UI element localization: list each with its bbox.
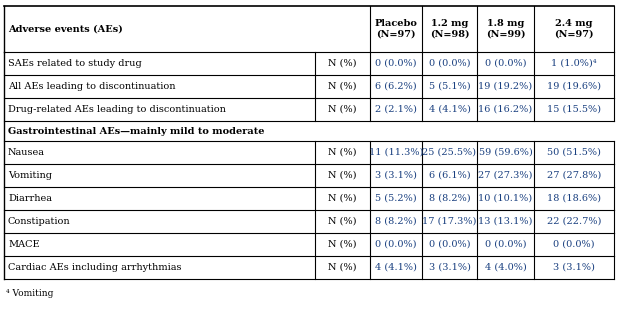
Text: 1.2 mg
(N=98): 1.2 mg (N=98) [430, 19, 469, 39]
Text: Nausea: Nausea [8, 148, 45, 157]
Text: 4 (4.0%): 4 (4.0%) [485, 263, 527, 272]
Text: Constipation: Constipation [8, 217, 70, 226]
Text: 59 (59.6%): 59 (59.6%) [478, 148, 532, 157]
Text: 8 (8.2%): 8 (8.2%) [429, 194, 470, 203]
Text: 0 (0.0%): 0 (0.0%) [375, 59, 417, 68]
Text: 15 (15.5%): 15 (15.5%) [547, 105, 601, 114]
Text: 1 (1.0%)⁴: 1 (1.0%)⁴ [551, 59, 597, 68]
Text: 5 (5.1%): 5 (5.1%) [429, 82, 470, 91]
Text: N (%): N (%) [328, 105, 357, 114]
Text: 0 (0.0%): 0 (0.0%) [485, 59, 527, 68]
Text: SAEs related to study drug: SAEs related to study drug [8, 59, 142, 68]
Text: 16 (16.2%): 16 (16.2%) [478, 105, 533, 114]
Text: Drug-related AEs leading to discontinuation: Drug-related AEs leading to discontinuat… [8, 105, 226, 114]
Text: N (%): N (%) [328, 82, 357, 91]
Text: Gastrointestinal AEs—mainly mild to moderate: Gastrointestinal AEs—mainly mild to mode… [8, 127, 265, 136]
Text: 18 (18.6%): 18 (18.6%) [547, 194, 601, 203]
Text: N (%): N (%) [328, 148, 357, 157]
Text: Vomiting: Vomiting [8, 171, 52, 180]
Text: ⁴ Vomiting: ⁴ Vomiting [6, 288, 53, 298]
Text: 5 (5.2%): 5 (5.2%) [375, 194, 417, 203]
Text: 10 (10.1%): 10 (10.1%) [478, 194, 533, 203]
Text: 6 (6.2%): 6 (6.2%) [375, 82, 417, 91]
Text: 22 (22.7%): 22 (22.7%) [547, 217, 601, 226]
Text: 2 (2.1%): 2 (2.1%) [375, 105, 417, 114]
Text: 1.8 mg
(N=99): 1.8 mg (N=99) [486, 19, 525, 39]
Text: All AEs leading to discontinuation: All AEs leading to discontinuation [8, 82, 176, 91]
Text: 27 (27.8%): 27 (27.8%) [547, 171, 601, 180]
Text: 0 (0.0%): 0 (0.0%) [429, 240, 470, 249]
Text: N (%): N (%) [328, 217, 357, 226]
Text: 27 (27.3%): 27 (27.3%) [478, 171, 533, 180]
Text: 0 (0.0%): 0 (0.0%) [485, 240, 527, 249]
Text: 8 (8.2%): 8 (8.2%) [375, 217, 417, 226]
Text: 4 (4.1%): 4 (4.1%) [428, 105, 470, 114]
Text: N (%): N (%) [328, 240, 357, 249]
Text: 0 (0.0%): 0 (0.0%) [553, 240, 595, 249]
Text: 13 (13.1%): 13 (13.1%) [478, 217, 533, 226]
Text: 50 (51.5%): 50 (51.5%) [547, 148, 601, 157]
Text: Placebo
(N=97): Placebo (N=97) [375, 19, 417, 39]
Text: Adverse events (AEs): Adverse events (AEs) [8, 25, 123, 33]
Text: 11 (11.3%): 11 (11.3%) [369, 148, 423, 157]
Text: MACE: MACE [8, 240, 40, 249]
Text: N (%): N (%) [328, 171, 357, 180]
Text: 19 (19.2%): 19 (19.2%) [478, 82, 533, 91]
Text: 3 (3.1%): 3 (3.1%) [553, 263, 595, 272]
Text: N (%): N (%) [328, 194, 357, 203]
Text: Cardiac AEs including arrhythmias: Cardiac AEs including arrhythmias [8, 263, 182, 272]
Text: N (%): N (%) [328, 263, 357, 272]
Text: Diarrhea: Diarrhea [8, 194, 52, 203]
Text: N (%): N (%) [328, 59, 357, 68]
Text: 6 (6.1%): 6 (6.1%) [429, 171, 470, 180]
Text: 3 (3.1%): 3 (3.1%) [375, 171, 417, 180]
Text: 0 (0.0%): 0 (0.0%) [375, 240, 417, 249]
Text: 25 (25.5%): 25 (25.5%) [423, 148, 476, 157]
Text: 17 (17.3%): 17 (17.3%) [422, 217, 476, 226]
Text: 0 (0.0%): 0 (0.0%) [429, 59, 470, 68]
Text: 2.4 mg
(N=97): 2.4 mg (N=97) [554, 19, 594, 39]
Text: 3 (3.1%): 3 (3.1%) [428, 263, 470, 272]
Text: 19 (19.6%): 19 (19.6%) [547, 82, 601, 91]
Text: 4 (4.1%): 4 (4.1%) [375, 263, 417, 272]
